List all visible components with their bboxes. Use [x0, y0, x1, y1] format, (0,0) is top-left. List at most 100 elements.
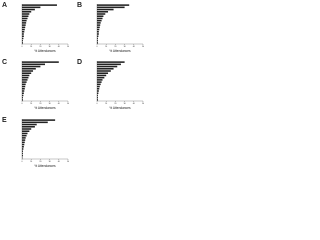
- x-tick-label: 40: [58, 161, 60, 163]
- bar: [97, 42, 98, 44]
- bar: [22, 128, 32, 130]
- x-tick-label: 10: [105, 46, 107, 48]
- bar: [22, 31, 25, 33]
- page: A 0 10 20 30 40 50 % Attendances B 0 10 20 30 40 50 % A…: [2, 1, 144, 168]
- bar: [22, 81, 27, 83]
- bar: [22, 123, 37, 126]
- bar: [22, 37, 24, 40]
- x-tick-label: 40: [133, 103, 135, 105]
- x-tick-label: 40: [58, 103, 60, 105]
- bar: [97, 79, 103, 81]
- bar: [22, 22, 27, 24]
- bar: [22, 6, 41, 9]
- bar: [22, 65, 41, 68]
- bar: [97, 26, 100, 29]
- bar: [22, 88, 25, 90]
- bar: [97, 74, 107, 77]
- x-axis-label: % Attendances: [109, 49, 131, 53]
- bar: [97, 39, 98, 42]
- bar: [97, 33, 99, 35]
- x-tick-label: 0: [22, 103, 23, 105]
- bar: [22, 121, 48, 124]
- x-tick-label: 20: [39, 46, 41, 48]
- bar: [97, 61, 125, 63]
- bar: [97, 37, 98, 40]
- panel-label: D: [77, 59, 82, 66]
- bar: [97, 11, 109, 13]
- bar: [22, 4, 57, 6]
- bar: [97, 92, 99, 94]
- panel: B 0 10 20 30 40 50 % Attendances: [77, 2, 144, 53]
- bar: [22, 141, 25, 144]
- bar: [22, 74, 30, 77]
- panel-label: A: [2, 2, 7, 9]
- x-tick-label: 50: [67, 103, 69, 105]
- bar: [22, 94, 24, 97]
- bar: [22, 76, 29, 79]
- bar: [97, 31, 99, 33]
- bar: [22, 11, 32, 13]
- bar: [22, 24, 26, 26]
- bar: [97, 17, 103, 20]
- bar: [22, 79, 28, 81]
- x-tick-label: 30: [49, 46, 51, 48]
- bar: [22, 126, 35, 128]
- bar: [22, 70, 34, 72]
- bar: [22, 39, 23, 42]
- bar: [22, 143, 25, 146]
- x-tick-label: 50: [67, 161, 69, 163]
- bar: [22, 26, 26, 29]
- x-tick-label: 30: [49, 103, 51, 105]
- bar: [22, 15, 29, 17]
- x-axis-label: % Attendances: [34, 106, 56, 110]
- panel: C 0 10 20 30 40 50 % Attendances: [2, 59, 69, 110]
- panel-label: B: [77, 2, 82, 9]
- bar: [97, 94, 98, 97]
- x-tick-label: 0: [97, 103, 98, 105]
- bar: [97, 35, 99, 37]
- bar: [97, 96, 98, 99]
- bar: [97, 88, 100, 90]
- bar: [22, 13, 30, 15]
- bar: [22, 61, 59, 63]
- bar: [97, 90, 99, 92]
- x-tick-label: 10: [105, 103, 107, 105]
- bar: [97, 28, 100, 31]
- bar: [22, 96, 23, 99]
- bar: [22, 33, 24, 35]
- x-tick-label: 10: [30, 103, 32, 105]
- x-axis-label: % Attendances: [34, 49, 56, 53]
- bar: [97, 15, 104, 17]
- bar: [97, 83, 101, 86]
- bar: [22, 134, 27, 137]
- bar: [97, 99, 98, 101]
- bar: [97, 85, 100, 88]
- bar: [97, 65, 118, 68]
- x-tick-label: 0: [97, 46, 98, 48]
- bar: [22, 119, 56, 121]
- x-tick-label: 50: [67, 46, 69, 48]
- bar: [22, 150, 23, 152]
- x-tick-label: 20: [114, 46, 116, 48]
- x-tick-label: 30: [124, 103, 126, 105]
- bar: [97, 24, 101, 26]
- bar: [97, 81, 102, 83]
- panel: A 0 10 20 30 40 50 % Attendances: [2, 2, 69, 53]
- x-tick-label: 40: [133, 46, 135, 48]
- bar: [22, 152, 23, 155]
- x-tick-label: 30: [124, 46, 126, 48]
- bar: [22, 85, 26, 88]
- bar: [22, 63, 45, 66]
- bar: [22, 92, 24, 94]
- panel-label: C: [2, 59, 7, 66]
- x-tick-label: 10: [30, 46, 32, 48]
- panel: E 0 10 20 30 40 50 % Attendances: [2, 117, 69, 168]
- bar: [97, 72, 109, 74]
- bar: [97, 22, 101, 24]
- x-axis-label: % Attendances: [34, 164, 56, 168]
- x-tick-label: 20: [39, 103, 41, 105]
- bar: [97, 19, 102, 22]
- bar: [22, 19, 27, 22]
- x-tick-label: 0: [22, 46, 23, 48]
- bar: [97, 13, 106, 15]
